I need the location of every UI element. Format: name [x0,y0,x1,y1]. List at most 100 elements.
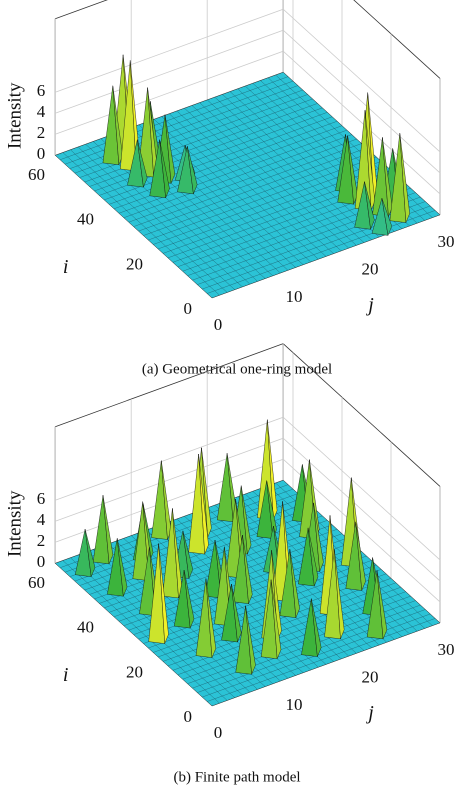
peak-face [245,605,256,675]
peak-face [205,578,217,658]
peak-face [183,569,195,629]
z-tick-label: 4 [37,510,46,529]
peak-face [381,198,393,237]
y-tick-label: 40 [77,618,94,637]
peak-face [347,135,358,205]
x-tick-label: 20 [362,260,379,279]
peak [151,460,172,540]
z-tick-label: 2 [37,531,46,550]
peak-face [158,543,169,644]
box-edge [282,343,441,487]
surface-mesh [207,618,436,702]
peak [107,538,128,597]
peak [127,139,148,188]
peak-face [364,110,376,211]
surface-mesh [60,76,289,160]
peak-face [399,133,410,223]
peak-face [311,598,322,657]
box-edge [55,0,108,20]
peak [102,85,123,166]
x-tick-label: 0 [214,315,223,334]
surface-mesh [143,152,372,236]
z-tick-label: 4 [37,102,46,121]
peak [177,146,198,195]
z-axis-label: Intensity [4,82,25,149]
peak [148,543,169,644]
surface-mesh [64,80,294,165]
y-tick-label: 20 [126,254,143,273]
peak-face [289,549,300,618]
surface-mesh [207,210,436,294]
x-tick-label: 10 [286,287,303,306]
y-axis-label: i [63,256,69,278]
peak-face [271,550,282,640]
peak [232,535,253,604]
peak-face [231,583,242,643]
peak-face [84,529,96,578]
peak-face [187,146,198,195]
peak [279,549,300,618]
surface-mesh [148,156,377,241]
peak [74,529,96,578]
surface-mesh [128,138,357,223]
peak [301,598,322,657]
surface-mesh [148,564,377,649]
box-edge [55,343,284,428]
peak-face [102,495,114,564]
peak [389,133,410,223]
x-axis-label: j [365,702,374,724]
peak-face [241,485,252,555]
peak [195,578,217,658]
y-tick-label: 20 [126,662,143,681]
peak-face [334,549,345,639]
peak-face [313,502,324,572]
peak [173,569,195,629]
peak-face [201,447,212,538]
peak-face [182,530,194,580]
peak [337,135,358,205]
surface-mesh [123,134,352,218]
peak [298,527,319,587]
peak [235,605,256,675]
peak-face [307,527,319,587]
y-tick-label: 0 [184,707,193,726]
surface-mesh [138,147,367,232]
peak [354,181,375,231]
peak-face [112,85,123,165]
peak-face [137,139,148,188]
peak [372,137,393,217]
peak [216,453,238,523]
x-tick-label: 0 [214,723,223,742]
peak [345,521,366,591]
peak [149,139,170,199]
x-tick-label: 30 [438,640,455,659]
y-tick-label: 60 [28,165,45,184]
z-tick-label: 6 [37,81,46,100]
peak [366,570,388,640]
peak [260,579,282,660]
peak-face [242,535,253,604]
x-axis-label: j [365,294,374,316]
peak [188,453,209,555]
y-axis-label: i [63,664,69,686]
y-tick-label: 60 [28,573,45,592]
peak-face [270,579,282,659]
surface-mesh [133,143,362,227]
surface-mesh [118,129,347,214]
peak-face [198,453,209,555]
peak-face [382,137,393,217]
peak [92,495,114,565]
peak-face [267,419,278,520]
z-tick-label: 0 [37,552,46,571]
y-tick-label: 40 [77,210,94,229]
caption: (a) Geometrical one-ring model [142,361,332,377]
z-axis-label: Intensity [4,490,25,557]
peak-face [164,114,176,184]
box-edge [353,0,441,79]
peak [324,549,345,640]
peak-face [364,181,375,231]
y-tick-label: 0 [184,299,193,318]
peak-face [376,570,388,639]
peak-face [355,521,366,591]
